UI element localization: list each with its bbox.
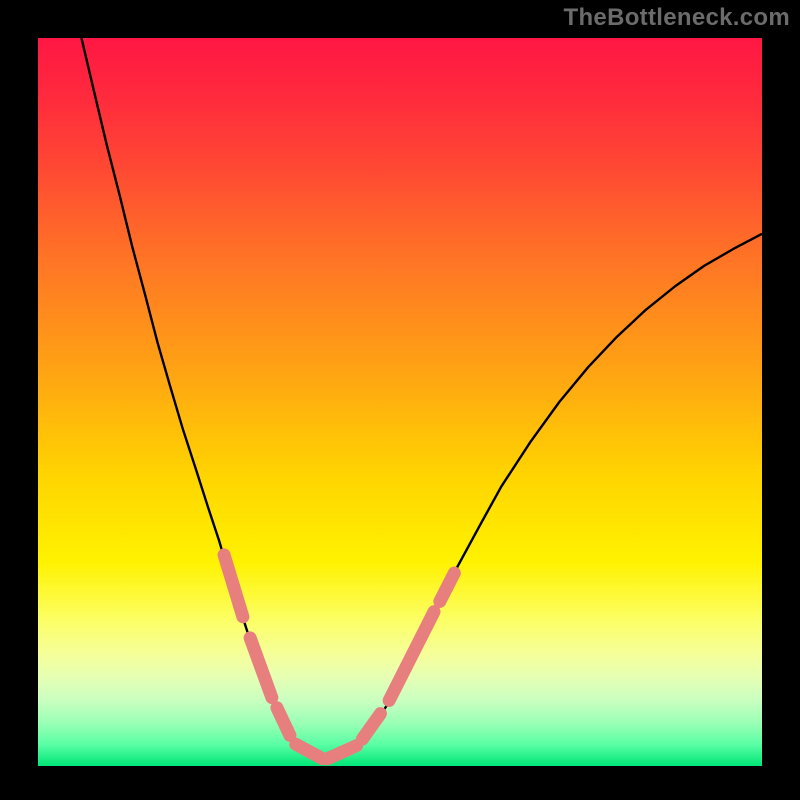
watermark-text: TheBottleneck.com [564, 4, 790, 32]
gradient-background-panel [38, 38, 762, 766]
chart-stage: TheBottleneck.com [0, 0, 800, 800]
